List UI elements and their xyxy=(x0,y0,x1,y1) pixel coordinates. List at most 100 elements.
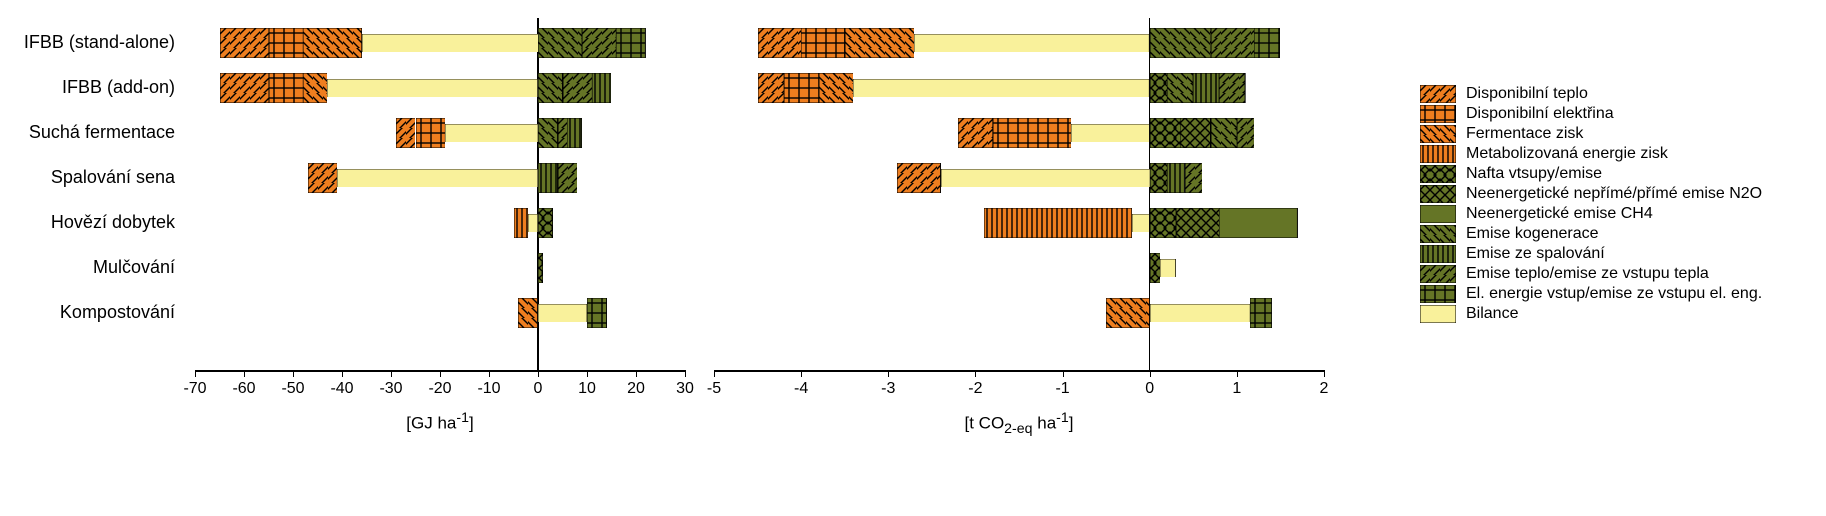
xtick-energy xyxy=(685,370,686,377)
bar-segment-el_vstup xyxy=(616,28,645,58)
bar-segment-bilance xyxy=(853,79,1149,98)
xtick-label-energy: 0 xyxy=(534,380,543,398)
xtick-co2 xyxy=(714,370,715,377)
bar-segment-bilance xyxy=(362,34,538,53)
bar-segment-ferm_zisk xyxy=(518,298,538,328)
bar-segment-emise_teplo xyxy=(1185,163,1202,193)
bar-segment-emise_teplo xyxy=(1211,28,1255,58)
bar-segment-emise_teplo xyxy=(582,28,616,58)
legend-swatch-disp_teplo xyxy=(1420,85,1456,103)
bar-segment-n2o xyxy=(1180,118,1211,148)
bar-segment-bilance xyxy=(941,169,1150,188)
xtick-label-energy: -60 xyxy=(232,380,255,398)
ylabel-ifbb_ao: IFBB (add-on) xyxy=(0,77,175,98)
legend-label: Fermentace zisk xyxy=(1466,125,1583,143)
legend-label: Disponibilní teplo xyxy=(1466,85,1588,103)
bar-segment-emise_kog xyxy=(1167,73,1193,103)
legend-item-el_vstup: El. energie vstup/emise ze vstupu el. en… xyxy=(1420,285,1762,303)
xtick-energy xyxy=(391,370,392,377)
legend-item-disp_teplo: Disponibilní teplo xyxy=(1420,85,1762,103)
bar-segment-disp_teplo xyxy=(897,163,941,193)
bar-segment-emise_teplo xyxy=(558,118,568,148)
bar-segment-bilance xyxy=(1071,124,1149,143)
bar-segment-bilance xyxy=(1160,259,1176,278)
legend-swatch-emise_kog xyxy=(1420,225,1456,243)
xtick-label-co2: -3 xyxy=(881,380,895,398)
legend-item-nafta: Nafta vtsupy/emise xyxy=(1420,165,1762,183)
bar-segment-emise_teplo xyxy=(1219,73,1245,103)
legend-swatch-emise_teplo xyxy=(1420,265,1456,283)
legend-label: Bilance xyxy=(1466,305,1518,323)
bar-segment-el_vstup xyxy=(587,298,607,328)
xtick-energy xyxy=(489,370,490,377)
bar-segment-emise_spal xyxy=(1167,163,1184,193)
bar-segment-nafta xyxy=(1150,208,1176,238)
legend-swatch-metab xyxy=(1420,145,1456,163)
legend-label: Emise kogenerace xyxy=(1466,225,1599,243)
bar-segment-ferm_zisk xyxy=(303,73,328,103)
xtick-co2 xyxy=(801,370,802,377)
ylabel-komp: Kompostování xyxy=(0,302,175,323)
legend-item-emise_spal: Emise ze spalování xyxy=(1420,245,1762,263)
bar-segment-emise_teplo xyxy=(558,163,578,193)
legend-label: Emise ze spalování xyxy=(1466,245,1605,263)
xtick-label-co2: -4 xyxy=(794,380,808,398)
legend-swatch-n2o xyxy=(1420,185,1456,203)
bar-segment-disp_teplo xyxy=(220,73,269,103)
bar-segment-disp_el xyxy=(269,73,303,103)
bar-segment-emise_teplo xyxy=(1237,118,1254,148)
xtick-label-co2: -5 xyxy=(707,380,721,398)
xtick-co2 xyxy=(1237,370,1238,377)
xtick-co2 xyxy=(1324,370,1325,377)
bar-segment-bilance xyxy=(538,304,587,323)
bar-segment-ferm_zisk xyxy=(303,28,362,58)
bar-segment-nafta xyxy=(1150,118,1181,148)
legend-swatch-ferm_zisk xyxy=(1420,125,1456,143)
legend-item-n2o: Neenergetické nepřímé/přímé emise N2O xyxy=(1420,185,1762,203)
xtick-co2 xyxy=(975,370,976,377)
xtick-co2 xyxy=(1063,370,1064,377)
xtick-energy xyxy=(636,370,637,377)
ylabel-mulc: Mulčování xyxy=(0,257,175,278)
bar-segment-emise_kog xyxy=(538,118,558,148)
bar-segment-metab xyxy=(514,208,529,238)
xtick-label-energy: 10 xyxy=(578,380,596,398)
bar-segment-disp_teplo xyxy=(758,28,802,58)
xtick-energy xyxy=(342,370,343,377)
xtick-label-co2: 1 xyxy=(1232,380,1241,398)
bar-segment-disp_el xyxy=(416,118,445,148)
bar-segment-disp_el xyxy=(784,73,819,103)
bar-segment-disp_teplo xyxy=(220,28,269,58)
bar-segment-metab xyxy=(984,208,1132,238)
bar-segment-emise_kog xyxy=(538,28,582,58)
bar-segment-nafta xyxy=(538,208,553,238)
legend: Disponibilní teplo Disponibilní elektřina… xyxy=(1420,85,1762,325)
legend-label: El. energie vstup/emise ze vstupu el. en… xyxy=(1466,285,1762,303)
legend-item-ferm_zisk: Fermentace zisk xyxy=(1420,125,1762,143)
xtick-energy xyxy=(195,370,196,377)
bar-segment-emise_spal xyxy=(592,73,612,103)
legend-label: Disponibilní elektřina xyxy=(1466,105,1614,123)
bar-segment-bilance xyxy=(337,169,538,188)
legend-swatch-disp_el xyxy=(1420,105,1456,123)
legend-label: Neenergetické emise CH4 xyxy=(1466,205,1653,223)
bar-segment-emise_spal xyxy=(1193,73,1219,103)
bar-segment-nafta xyxy=(1150,163,1167,193)
bar-segment-nafta xyxy=(1150,73,1167,103)
xtick-label-co2: -1 xyxy=(1055,380,1069,398)
xtick-label-energy: -10 xyxy=(477,380,500,398)
bar-segment-ferm_zisk xyxy=(1106,298,1150,328)
x-axis-title-co2: [t CO2-eq ha-1] xyxy=(965,410,1074,437)
legend-swatch-bilance xyxy=(1420,305,1456,323)
bar-segment-bilance xyxy=(528,214,538,233)
xtick-label-energy: -40 xyxy=(330,380,353,398)
legend-item-emise_kog: Emise kogenerace xyxy=(1420,225,1762,243)
legend-swatch-nafta xyxy=(1420,165,1456,183)
bar-segment-emise_spal xyxy=(538,163,558,193)
ylabel-spal: Spalování sena xyxy=(0,167,175,188)
bar-segment-bilance xyxy=(1132,214,1149,233)
bar-segment-el_vstup xyxy=(1254,28,1280,58)
bar-segment-bilance xyxy=(1150,304,1250,323)
xtick-co2 xyxy=(1150,370,1151,377)
bar-segment-bilance xyxy=(327,79,538,98)
